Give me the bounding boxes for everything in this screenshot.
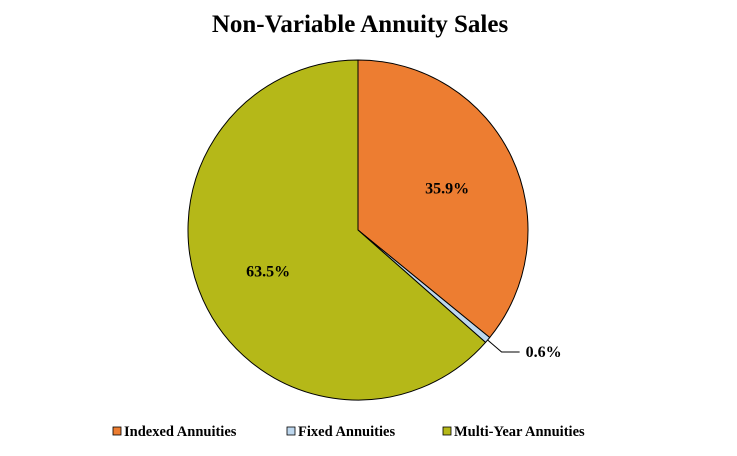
pie-slice-multi-year-annuities (187, 59, 487, 401)
legend-swatch-multi-year-annuities (442, 426, 452, 436)
data-label-fixed-annuities: 0.6% (526, 344, 562, 361)
legend-label-multi-year-annuities: Multi-Year Annuities (454, 424, 585, 440)
legend: Indexed Annuities Fixed Annuities Multi-Ye… (112, 424, 585, 440)
pie-labels: 35.9% 0.6% 63.5% (246, 181, 561, 361)
legend-item-multi-year-annuities: Multi-Year Annuities (442, 424, 585, 440)
data-label-multi-year-annuities: 63.5% (246, 264, 290, 281)
legend-item-fixed-annuities: Fixed Annuities (286, 424, 395, 440)
legend-swatch-fixed-annuities (286, 426, 296, 436)
pie-slices (187, 59, 529, 401)
data-label-indexed-annuities: 35.9% (425, 181, 469, 198)
legend-swatch-indexed-annuities (112, 426, 122, 436)
legend-label-fixed-annuities: Fixed Annuities (298, 424, 395, 440)
legend-label-indexed-annuities: Indexed Annuities (124, 424, 237, 440)
pie-slice-indexed-annuities (357, 59, 529, 339)
leader-line-fixed-annuities (487, 339, 520, 353)
chart-title: Non-Variable Annuity Sales (212, 11, 509, 38)
legend-item-indexed-annuities: Indexed Annuities (112, 424, 237, 440)
